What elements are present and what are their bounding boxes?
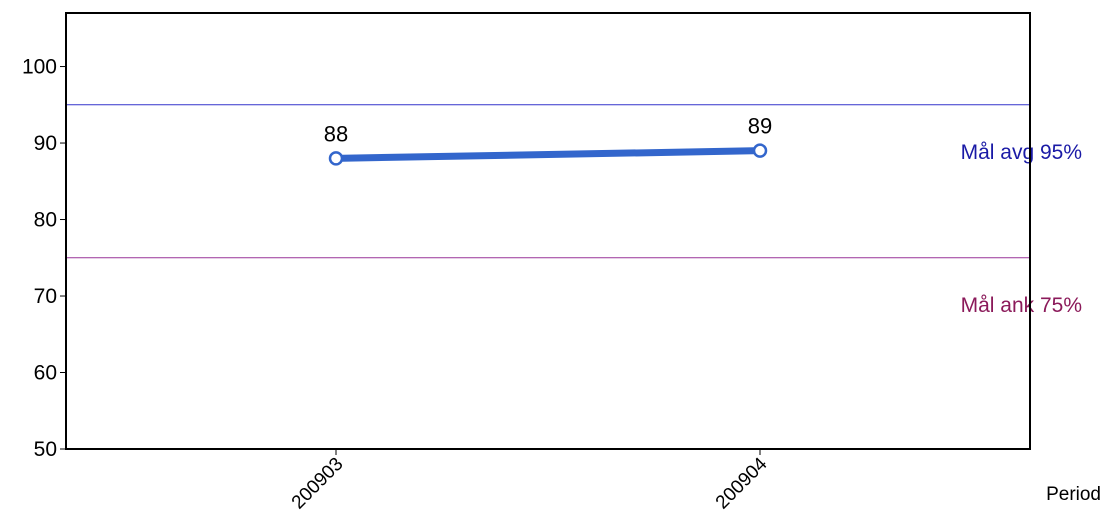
plot-area-frame [65,12,1031,450]
y-tick-label: 80 [34,209,57,232]
series-line [332,147,764,162]
x-tick-label: 200903 [288,454,348,514]
y-tick-label: 90 [34,132,57,155]
x-tick-label: 200904 [712,453,772,513]
y-tick-label: 100 [22,56,57,79]
data-labels: 88 89 [324,114,772,147]
series-layer [328,143,768,166]
x-axis: 200903 200904 [288,449,772,513]
data-point [752,143,768,158]
data-point [328,151,344,166]
y-tick-label: 70 [34,285,57,308]
x-axis-label: Period [1046,484,1101,505]
y-tick-label: 60 [34,362,57,385]
y-tick-label: 50 [34,438,57,461]
reference-line-label: Mål avg 95% [961,141,1082,164]
reference-line-label: Mål ank 75% [961,294,1082,317]
data-label: 88 [324,121,348,146]
reference-lines: Mål avg 95% Mål ank 75% [66,104,1082,317]
y-axis: 50 60 70 80 90 100 [22,56,66,461]
data-label: 89 [748,114,772,139]
